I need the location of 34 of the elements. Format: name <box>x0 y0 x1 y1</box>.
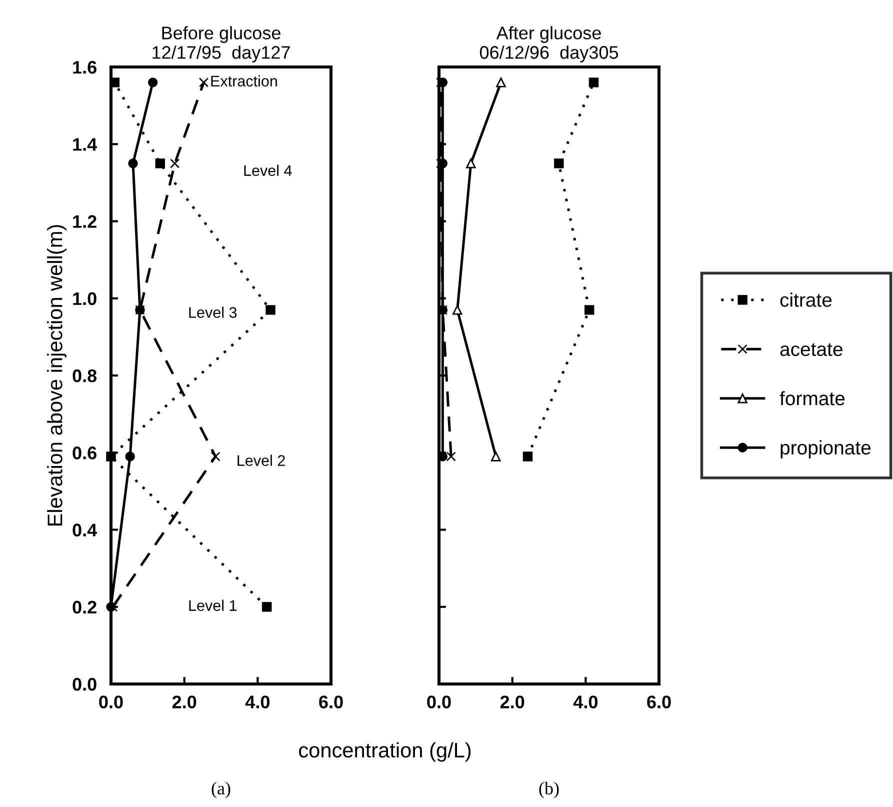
x-tick-label: 0.0 <box>427 696 451 708</box>
chart-title: After glucose <box>496 26 601 43</box>
y-tick-label: 1.0 <box>73 292 96 306</box>
y-tick-label: 0.6 <box>72 446 96 460</box>
x-axis-title: concentration (g/L) <box>299 742 471 762</box>
text: (a) <box>212 782 230 798</box>
x-tick-label: 6.0 <box>319 696 343 708</box>
y-tick-label: 0.4 <box>72 524 98 536</box>
legend-label: acetate <box>780 343 842 356</box>
y-tick-label: 1.6 <box>73 60 96 74</box>
x-tick-label: 6.0 <box>647 696 671 708</box>
legend-label: citrate <box>780 292 832 307</box>
y-tick-label: 1.4 <box>73 138 98 151</box>
y-axis-title: Elevation above injection well(m) <box>47 225 66 526</box>
annotation: Level 3 <box>189 306 237 318</box>
chart-subtitle: 12/17/95 day127 <box>152 46 290 62</box>
annotation: Level 2 <box>238 454 285 466</box>
text: (b) <box>539 782 559 798</box>
x-tick-label: 2.0 <box>500 696 524 708</box>
annotation: Level 1 <box>189 600 237 611</box>
x-tick-label: 2.0 <box>172 696 196 708</box>
y-tick-label: 1.2 <box>73 215 96 228</box>
annotation: Extraction <box>211 75 277 87</box>
x-tick-label: 4.0 <box>573 696 598 708</box>
y-tick-label: 0.0 <box>72 678 96 691</box>
legend-label: propionate <box>780 440 871 458</box>
x-tick-label: 4.0 <box>245 696 270 708</box>
chart-title: Before glucose <box>162 26 280 43</box>
y-tick-label: 0.8 <box>72 369 97 382</box>
x-tick-label: 0.0 <box>99 696 123 708</box>
chart-subtitle: 06/12/96 day305 <box>480 46 618 62</box>
legend-label: formate <box>780 391 845 406</box>
y-tick-label: 0.2 <box>72 600 96 614</box>
annotation: Level 4 <box>244 164 292 176</box>
